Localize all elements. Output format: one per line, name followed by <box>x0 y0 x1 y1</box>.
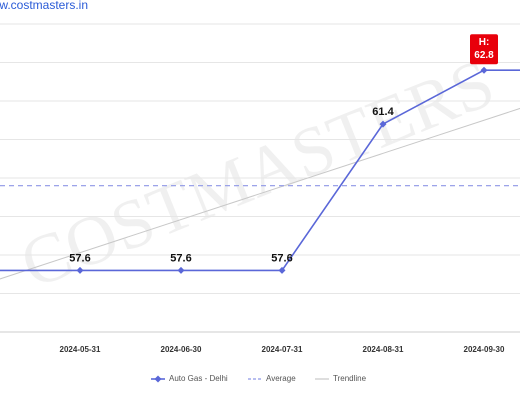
x-tick-label: 2024-05-31 <box>60 345 101 354</box>
trendline <box>0 107 520 280</box>
data-label: 57.6 <box>69 252 90 264</box>
x-tick-label: 2024-08-31 <box>363 345 404 354</box>
data-label: 57.6 <box>170 252 191 264</box>
data-point <box>76 266 84 274</box>
x-tick-label: 2024-07-31 <box>262 345 303 354</box>
high-prefix: H: <box>479 37 490 48</box>
high-badge-box <box>470 34 498 65</box>
legend-label: Auto Gas - Delhi <box>169 374 228 383</box>
watermark: COSTMASTERS <box>11 44 505 303</box>
x-tick-label: 2024-09-30 <box>464 345 505 354</box>
data-label: 57.6 <box>271 252 292 264</box>
x-tick-label: 2024-06-30 <box>161 345 202 354</box>
legend-marker <box>154 375 162 383</box>
data-point <box>278 266 286 274</box>
site-link: www.costmasters.in <box>0 0 88 12</box>
data-point <box>177 266 185 274</box>
high-value: 62.8 <box>474 50 494 61</box>
legend-label: Average <box>266 374 296 383</box>
data-point <box>379 120 387 128</box>
high-badge: H: 62.8 <box>470 34 498 65</box>
data-point <box>480 66 488 74</box>
data-label: 61.4 <box>372 106 394 118</box>
legend-label: Trendline <box>333 374 367 383</box>
